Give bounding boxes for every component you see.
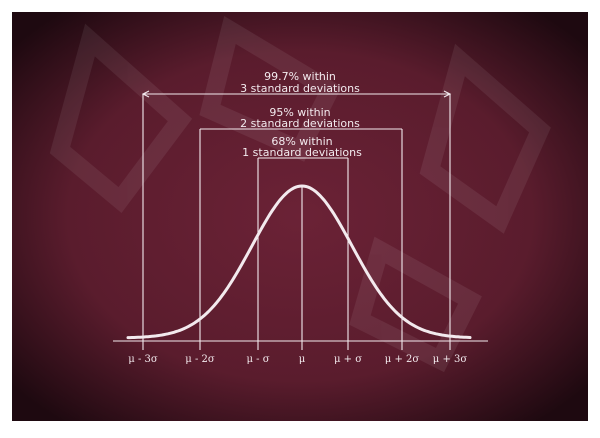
range-bracket-2-sigma [199, 128, 403, 350]
range-label-2-sigma: 95% within 2 standard deviations [240, 106, 360, 130]
axis-label-plus-2-sigma: μ + 2σ [385, 354, 420, 365]
axis-label-minus-2-sigma: μ - 2σ [185, 354, 215, 365]
range-label-3-sigma: 99.7% within 3 standard deviations [240, 70, 360, 95]
axis-label-minus-3-sigma: μ - 3σ [128, 354, 158, 365]
range-2-line2: 2 standard deviations [240, 117, 360, 130]
bell-curve [126, 184, 472, 340]
chalkboard-background [12, 12, 588, 421]
range-bracket-3-sigma [141, 90, 452, 350]
axis-label-plus-3-sigma: μ + 3σ [433, 354, 468, 365]
range-3-line1: 99.7% within [264, 70, 336, 83]
range-bracket-1-sigma [257, 157, 349, 350]
chalk-smudges [49, 16, 551, 373]
axis-label-plus-1-sigma: μ + σ [334, 354, 362, 365]
range-1-line2: 1 standard deviations [242, 146, 362, 159]
range-label-1-sigma: 68% within 1 standard deviations [242, 135, 362, 159]
range-3-line2: 3 standard deviations [240, 82, 360, 95]
axis-label-minus-1-sigma: μ - σ [246, 354, 269, 365]
range-2-line1: 95% within [269, 106, 330, 119]
axis-labels: μ - 3σ μ - 2σ μ - σ μ μ + σ μ + 2σ μ + 3… [128, 354, 467, 365]
range-1-line1: 68% within [271, 135, 332, 148]
axis-label-mean: μ [299, 354, 306, 365]
